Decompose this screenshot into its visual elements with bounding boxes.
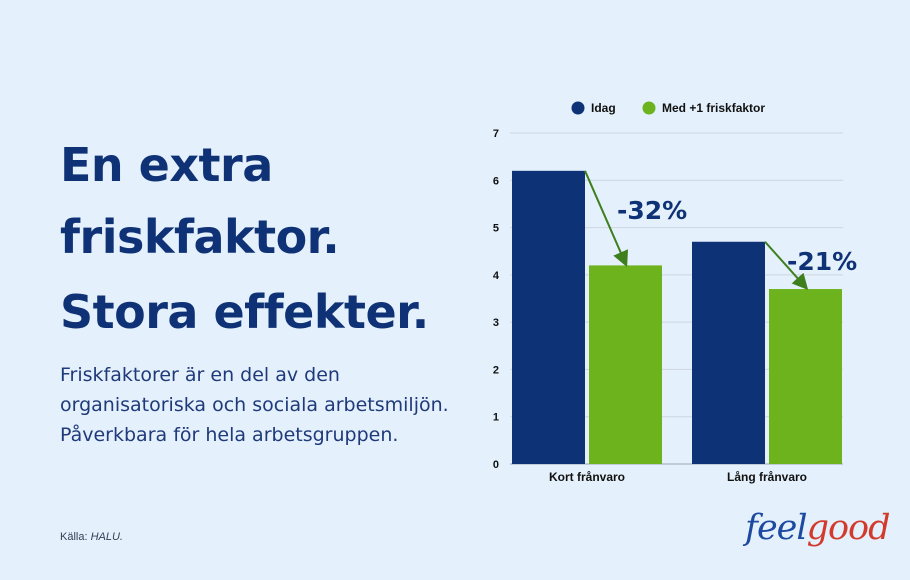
logo-part-good: good	[806, 508, 891, 548]
y-tick-label: 6	[493, 175, 499, 187]
headline-line-1: En extra	[60, 138, 273, 192]
bar	[589, 265, 662, 464]
change-label: -32%	[617, 196, 687, 225]
headline-line-3: Stora effekter.	[60, 285, 429, 339]
y-tick-label: 2	[493, 364, 499, 376]
x-tick-label: Lång frånvaro	[727, 470, 807, 484]
source-label: Källa:	[60, 531, 88, 543]
legend-label: Idag	[591, 101, 616, 115]
headline-line-2: friskfaktor.	[60, 210, 340, 264]
change-arrow	[764, 241, 809, 291]
y-tick-label: 3	[493, 317, 499, 329]
legend-label: Med +1 friskfaktor	[662, 101, 765, 115]
y-tick-label: 0	[493, 459, 499, 471]
bar	[692, 241, 765, 464]
body-text-line-3: Påverkbara för hela arbetsgruppen.	[60, 424, 399, 446]
y-tick-label: 1	[493, 412, 499, 424]
bar	[769, 289, 842, 464]
source-note: Källa: HALU.	[60, 531, 123, 543]
y-tick-label: 5	[493, 223, 499, 235]
body-text-line-2: organisatoriska och sociala arbetsmiljön…	[60, 394, 449, 416]
logo-part-feel: feel	[745, 508, 808, 548]
bar	[512, 170, 585, 465]
x-tick-label: Kort frånvaro	[549, 470, 625, 484]
y-tick-label: 7	[493, 128, 499, 140]
legend-marker	[571, 101, 585, 115]
legend-marker	[642, 101, 656, 115]
feelgood-logo: feelgood	[745, 508, 891, 548]
change-label: -21%	[787, 247, 857, 276]
change-arrow	[584, 170, 629, 268]
y-tick-label: 4	[493, 270, 500, 282]
body-text-line-1: Friskfaktorer är en del av den	[60, 364, 340, 386]
body-text: Friskfaktorer är en del av den organisat…	[60, 360, 449, 450]
source-name: HALU.	[90, 531, 123, 543]
